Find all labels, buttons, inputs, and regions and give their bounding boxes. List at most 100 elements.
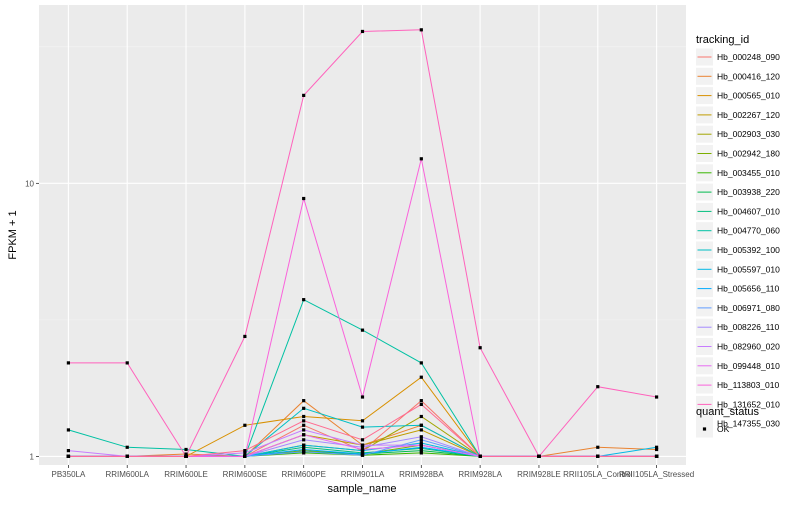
- data-point: [302, 419, 306, 423]
- data-point: [360, 453, 365, 457]
- data-point: [243, 423, 247, 427]
- axes-layer: 1 10 PB350LA RRIM600LA RRIM600LE RRIM600SE RRI…: [25, 179, 694, 479]
- data-point: [302, 414, 306, 419]
- data-point: [360, 419, 365, 423]
- legend-label: Hb_000416_120: [717, 71, 780, 81]
- data-point: [66, 454, 71, 458]
- legend-label: Hb_082960_020: [717, 342, 780, 352]
- quant-status-legend-title: quant_status: [696, 406, 759, 418]
- data-point: [596, 445, 600, 449]
- data-point: [243, 334, 247, 339]
- data-point: [243, 451, 247, 455]
- data-point: [478, 346, 482, 350]
- data-point: [419, 157, 423, 161]
- data-point: [596, 454, 600, 458]
- y-tick-label: 10: [25, 179, 34, 188]
- data-point: [360, 438, 365, 442]
- data-point: [360, 328, 365, 332]
- data-point: [419, 451, 423, 455]
- data-point: [302, 445, 306, 449]
- data-point: [302, 298, 306, 302]
- legend-label: Hb_004607_010: [717, 206, 780, 216]
- data-point: [66, 361, 71, 365]
- legend-label: Hb_000565_010: [717, 91, 780, 101]
- x-tick-label: RRIM928LE: [517, 470, 561, 479]
- data-point: [360, 447, 365, 452]
- data-point: [360, 445, 365, 449]
- data-point: [184, 447, 188, 452]
- data-point: [125, 361, 129, 365]
- x-tick-label: RRIM600LE: [164, 470, 208, 479]
- data-point: [302, 450, 306, 454]
- data-point: [419, 375, 423, 379]
- data-point: [419, 449, 423, 453]
- data-point: [419, 435, 423, 439]
- legend-label: Hb_002267_120: [717, 110, 780, 120]
- data-point: [302, 423, 306, 427]
- data-point: [419, 443, 423, 447]
- legend-label: Hb_003455_010: [717, 168, 780, 178]
- x-tick-label: RRII105LA_Stressed: [619, 470, 694, 479]
- legend-label: OK: [717, 424, 730, 434]
- legend-label: Hb_099448_010: [717, 361, 780, 371]
- legend-label: Hb_005597_010: [717, 264, 780, 274]
- data-point: [360, 443, 365, 447]
- data-point: [302, 93, 306, 97]
- x-tick-label: RRIM928LA: [458, 470, 502, 479]
- legend-label: Hb_004770_060: [717, 226, 780, 236]
- data-point: [654, 445, 659, 449]
- x-tick-label: RRIM928BA: [399, 470, 444, 479]
- data-point: [419, 428, 423, 432]
- data-point: [419, 399, 423, 403]
- data-point: [419, 414, 423, 419]
- data-point: [184, 454, 188, 458]
- legend-key-point: [702, 427, 707, 431]
- data-point: [302, 196, 306, 201]
- quant-status-legend: quant_status OK: [696, 406, 759, 438]
- data-point: [419, 445, 423, 449]
- data-point: [302, 406, 306, 410]
- legend-label: Hb_003938_220: [717, 187, 780, 197]
- data-point: [302, 443, 306, 447]
- legend-label: Hb_005392_100: [717, 245, 780, 255]
- legend-label: Hb_005656_110: [717, 284, 780, 294]
- points-layer: [66, 28, 659, 458]
- data-point: [66, 449, 71, 453]
- data-point: [537, 454, 541, 458]
- data-point: [654, 454, 659, 458]
- data-point: [596, 385, 600, 389]
- data-point: [302, 428, 306, 432]
- data-point: [419, 423, 423, 427]
- data-point: [302, 447, 306, 452]
- data-point: [302, 433, 306, 437]
- data-point: [184, 452, 188, 456]
- legend-label: Hb_008226_110: [717, 322, 780, 332]
- legend-title: tracking_id: [696, 34, 749, 46]
- x-tick-label: PB350LA: [52, 470, 86, 479]
- y-axis-title: FPKM + 1: [7, 210, 19, 259]
- data-point: [419, 28, 423, 32]
- legend: tracking_id Hb_000248_090 Hb_000416_120 Hb…: [696, 34, 780, 433]
- x-tick-label: RRII105LA_Control: [563, 470, 633, 479]
- x-tick-label: RRIM600SE: [223, 470, 267, 479]
- legend-label: Hb_131652_010: [717, 399, 780, 409]
- data-point: [419, 441, 423, 445]
- data-point: [243, 449, 247, 453]
- data-point: [360, 29, 365, 34]
- data-point: [478, 454, 482, 458]
- data-point: [243, 454, 247, 458]
- data-point: [654, 395, 659, 399]
- legend-label: Hb_147355_030: [717, 419, 780, 429]
- data-point: [419, 402, 423, 407]
- data-point: [654, 447, 659, 452]
- data-point: [125, 454, 129, 458]
- data-point: [360, 395, 365, 399]
- legend-label: Hb_002903_030: [717, 129, 780, 139]
- grid-layer: [39, 5, 686, 465]
- legend-label: Hb_000248_090: [717, 52, 780, 62]
- data-point: [66, 428, 71, 432]
- x-tick-label: RRIM600PE: [281, 470, 325, 479]
- data-point: [302, 438, 306, 442]
